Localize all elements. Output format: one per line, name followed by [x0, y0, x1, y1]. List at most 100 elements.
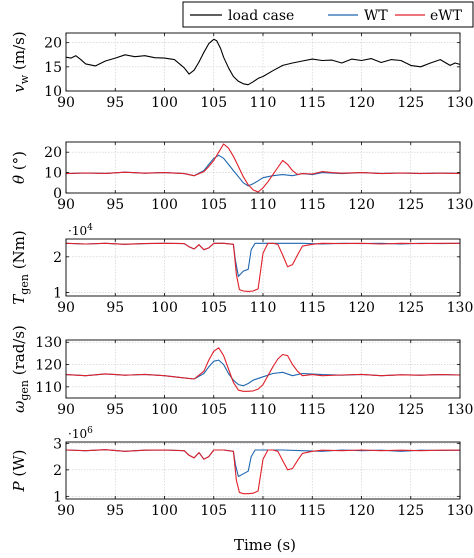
- x-tick-label-1: 95: [106, 402, 124, 418]
- y-label-symbol: P: [10, 480, 28, 492]
- x-tick-label-3: 105: [200, 300, 227, 316]
- y-tick-label-0: 0: [53, 186, 62, 202]
- x-tick-label-4: 110: [250, 300, 277, 316]
- x-tick-label-6: 120: [348, 197, 375, 213]
- x-tick-label-2: 100: [151, 95, 178, 111]
- exponent-base: ·10: [68, 427, 87, 441]
- series-line-wt: [66, 359, 460, 387]
- x-tick-label-6: 120: [348, 95, 375, 111]
- x-tick-label-5: 115: [299, 197, 326, 213]
- y-label-subscript: w: [18, 74, 31, 84]
- y-tick-label-1: 120: [35, 358, 62, 374]
- y-label-unit: (m/s): [10, 31, 28, 74]
- y-label-symbol: ω: [10, 401, 28, 413]
- y-tick-label-2: 20: [44, 36, 62, 52]
- y-tick-label-0: 1: [53, 285, 62, 301]
- x-tick-label-6: 120: [348, 503, 375, 519]
- legend-label-2: eWT: [430, 8, 463, 24]
- series-line-ewt: [66, 347, 460, 392]
- series-line-ewt: [66, 242, 460, 292]
- y-tick-label-2: 20: [44, 145, 62, 161]
- y-label-symbol: T: [10, 294, 28, 305]
- x-tick-label-3: 105: [200, 503, 227, 519]
- y-tick-label-0: 10: [44, 84, 62, 100]
- series-line-ewt: [66, 449, 460, 495]
- y-tick-label-1: 15: [44, 60, 62, 76]
- x-tick-label-1: 95: [106, 300, 124, 316]
- legend-label-0: load case: [228, 8, 294, 24]
- x-tick-label-3: 105: [200, 95, 227, 111]
- x-tick-label-0: 90: [57, 197, 75, 213]
- y-tick-label-0: 1: [53, 489, 62, 505]
- panel-1: 90 95 100 105 110 115 120 125 130 0 10 20 θ (°): [10, 141, 474, 213]
- legend-label-1: WT: [364, 8, 388, 24]
- x-tick-label-2: 100: [151, 503, 178, 519]
- x-tick-label-2: 100: [151, 197, 178, 213]
- x-tick-label-6: 120: [348, 402, 375, 418]
- y-tick-label-2: 3: [53, 436, 62, 452]
- x-tick-label-1: 95: [106, 503, 124, 519]
- x-axis-label: Time (s): [234, 536, 296, 554]
- x-tick-label-2: 100: [151, 300, 178, 316]
- y-tick-label-2: 130: [35, 335, 62, 351]
- y-tick-label-0: 110: [35, 380, 62, 396]
- panel-2: 90 95 100 105 110 115 120 125 130 1 2 ·104 Tgen (Nm): [10, 223, 473, 316]
- x-tick-label-4: 110: [250, 95, 277, 111]
- x-tick-label-3: 105: [200, 402, 227, 418]
- y-label-unit: (W): [10, 450, 28, 482]
- x-tick-label-7: 125: [397, 197, 424, 213]
- x-tick-label-0: 90: [57, 402, 75, 418]
- panel-4: 90 95 100 105 110 115 120 125 130 1 2 3 ·106 P (W): [10, 426, 473, 519]
- x-tick-label-8: 130: [447, 197, 474, 213]
- y-axis-label: ωgen (rad/s): [10, 325, 31, 413]
- y-tick-label-1: 2: [53, 250, 62, 266]
- x-tick-label-8: 130: [447, 95, 474, 111]
- x-tick-label-7: 125: [397, 503, 424, 519]
- series-line-load-case: [66, 38, 460, 86]
- exponent-power: 4: [87, 223, 93, 233]
- exponent-power: 6: [87, 426, 93, 436]
- x-tick-label-8: 130: [447, 503, 474, 519]
- x-tick-label-5: 115: [299, 503, 326, 519]
- y-label-subscript: gen: [18, 274, 31, 295]
- y-label-unit: (°): [10, 151, 28, 175]
- y-axis-label: θ (°): [10, 151, 28, 184]
- x-tick-label-4: 110: [250, 503, 277, 519]
- x-tick-label-0: 90: [57, 95, 75, 111]
- legend: load case WT eWT: [182, 1, 474, 28]
- y-label-unit: (Nm): [10, 230, 28, 274]
- y-label-symbol: θ: [10, 175, 28, 184]
- y-label-symbol: v: [10, 84, 28, 93]
- y-tick-label-1: 2: [53, 463, 62, 479]
- y-label-subscript: gen: [18, 380, 31, 401]
- y-axis-label: vw (m/s): [10, 31, 31, 92]
- x-tick-label-5: 115: [299, 402, 326, 418]
- x-tick-label-2: 100: [151, 402, 178, 418]
- y-axis-label: P (W): [10, 450, 28, 493]
- x-tick-label-4: 110: [250, 402, 277, 418]
- x-tick-label-1: 95: [106, 197, 124, 213]
- y-label-unit: (rad/s): [10, 325, 28, 380]
- x-tick-label-7: 125: [397, 300, 424, 316]
- x-tick-label-3: 105: [200, 197, 227, 213]
- x-tick-label-5: 115: [299, 95, 326, 111]
- x-tick-label-1: 95: [106, 95, 124, 111]
- axis-exponent: ·106: [68, 426, 93, 441]
- x-tick-label-8: 130: [447, 402, 474, 418]
- y-tick-label-1: 10: [44, 166, 62, 182]
- x-tick-label-8: 130: [447, 300, 474, 316]
- x-tick-label-0: 90: [57, 300, 75, 316]
- x-tick-label-0: 90: [57, 503, 75, 519]
- x-tick-label-5: 115: [299, 300, 326, 316]
- axis-exponent: ·104: [68, 223, 93, 238]
- exponent-base: ·10: [68, 224, 87, 238]
- x-tick-label-7: 125: [397, 402, 424, 418]
- x-tick-label-4: 110: [250, 197, 277, 213]
- x-tick-label-6: 120: [348, 300, 375, 316]
- y-axis-label: Tgen (Nm): [10, 230, 31, 304]
- series-line-ewt: [66, 143, 460, 193]
- x-tick-label-7: 125: [397, 95, 424, 111]
